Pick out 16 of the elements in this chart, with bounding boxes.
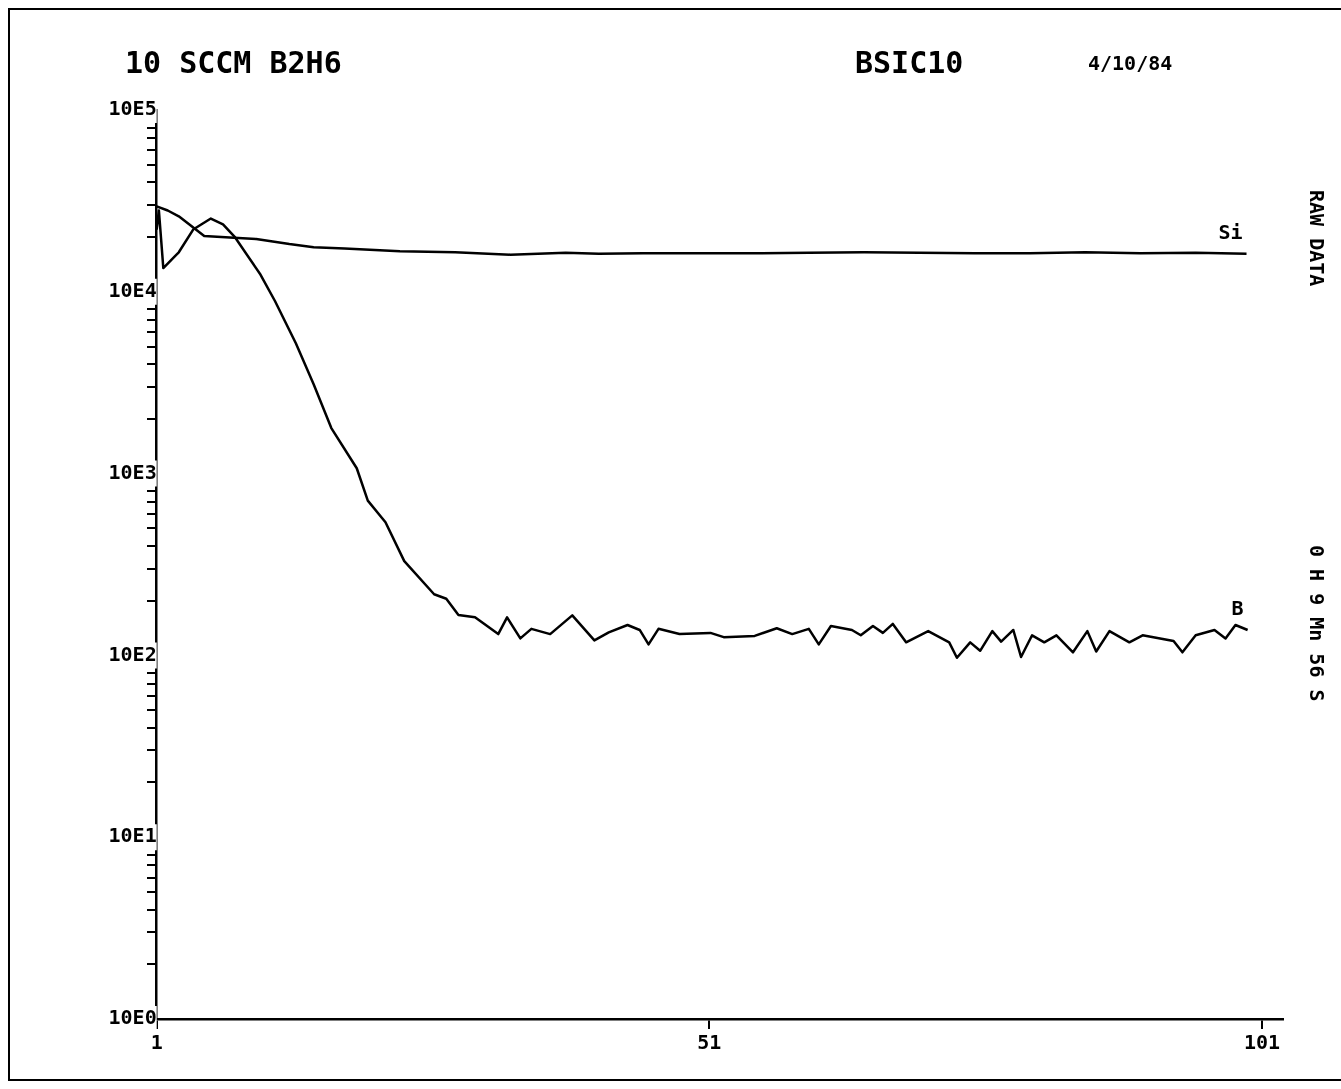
- x-tick-label: 51: [697, 1030, 722, 1055]
- series-label: Si: [1218, 219, 1243, 244]
- chart-title: 10 SCCM B2H6: [125, 44, 342, 80]
- y-tick-label: 10E2: [108, 641, 157, 666]
- text: 4/10/84: [1088, 51, 1173, 76]
- y-tick-label: 10E4: [108, 278, 157, 302]
- y-tick-label: 10E5: [108, 96, 157, 121]
- text: BSIC10: [855, 44, 964, 80]
- text: 0 H 9 Mn 56 S: [1304, 545, 1329, 702]
- y-tick-label: 10E3: [108, 459, 157, 484]
- x-tick-label: 101: [1243, 1030, 1281, 1055]
- series-label: B: [1231, 596, 1244, 621]
- x-tick-label: 1: [150, 1030, 163, 1055]
- y-tick-label: 10E1: [108, 823, 157, 848]
- y-tick-label: 10E0: [108, 1005, 157, 1030]
- text: RAW DATA: [1304, 190, 1329, 287]
